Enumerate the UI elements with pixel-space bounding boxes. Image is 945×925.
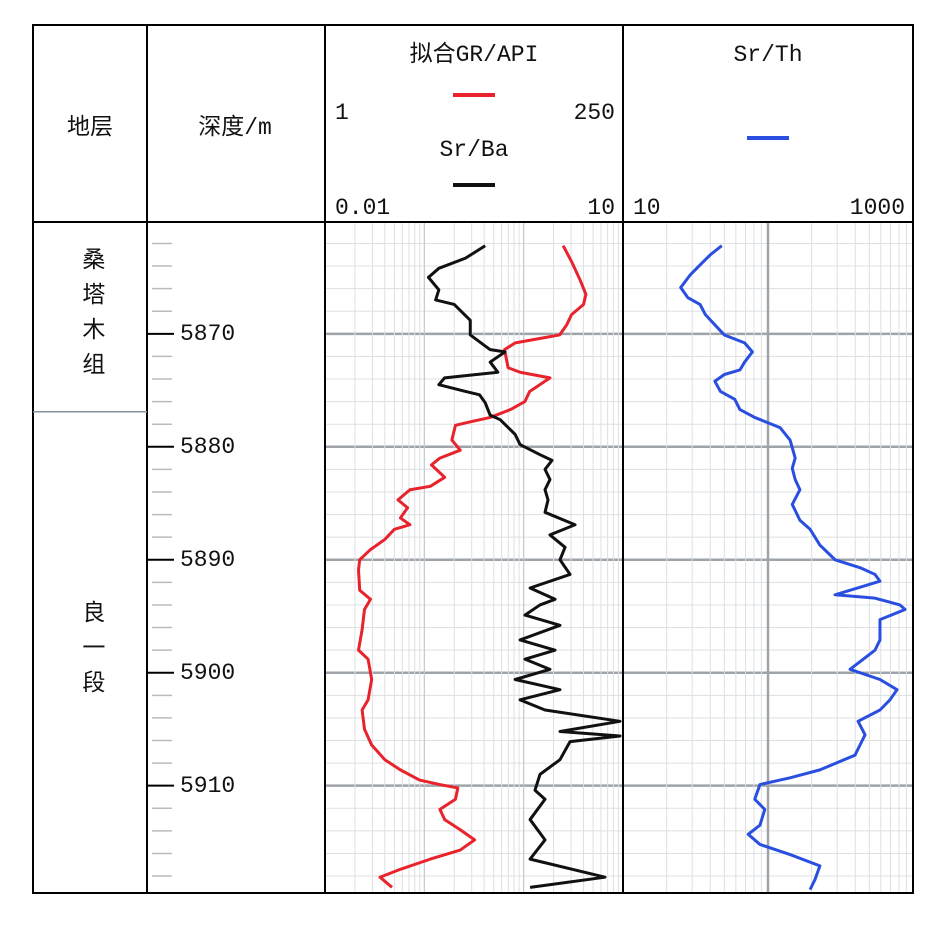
depth-tick-label: 5880 xyxy=(180,434,235,460)
grid-layer xyxy=(325,222,913,893)
column-header: 深度/m xyxy=(198,114,272,141)
log-curve xyxy=(426,244,622,889)
depth-tick-label: 5870 xyxy=(180,321,235,347)
depth-tick-label: 5910 xyxy=(180,773,235,799)
scale-max-label: 10 xyxy=(587,195,615,221)
depth-tick-label: 5900 xyxy=(180,660,235,686)
column-header: 地层 xyxy=(67,114,113,141)
scale-max-label: 1000 xyxy=(850,195,905,221)
track-title: Sr/Ba xyxy=(439,137,508,163)
scale-min-label: 10 xyxy=(633,195,661,221)
depth-tick-label: 5890 xyxy=(180,547,235,573)
scale-max-label: 250 xyxy=(574,100,615,126)
curve-layer xyxy=(357,244,907,891)
track-title: 拟合GR/API xyxy=(410,41,539,68)
frame xyxy=(32,24,914,894)
outer-border xyxy=(32,24,914,894)
scale-min-label: 0.01 xyxy=(335,195,390,221)
track-title: Sr/Th xyxy=(733,42,802,68)
formation-name: 良一段 xyxy=(77,600,106,705)
formation-name: 桑塔木组 xyxy=(77,247,106,387)
log-curve xyxy=(679,244,907,891)
scale-min-label: 1 xyxy=(335,100,349,126)
